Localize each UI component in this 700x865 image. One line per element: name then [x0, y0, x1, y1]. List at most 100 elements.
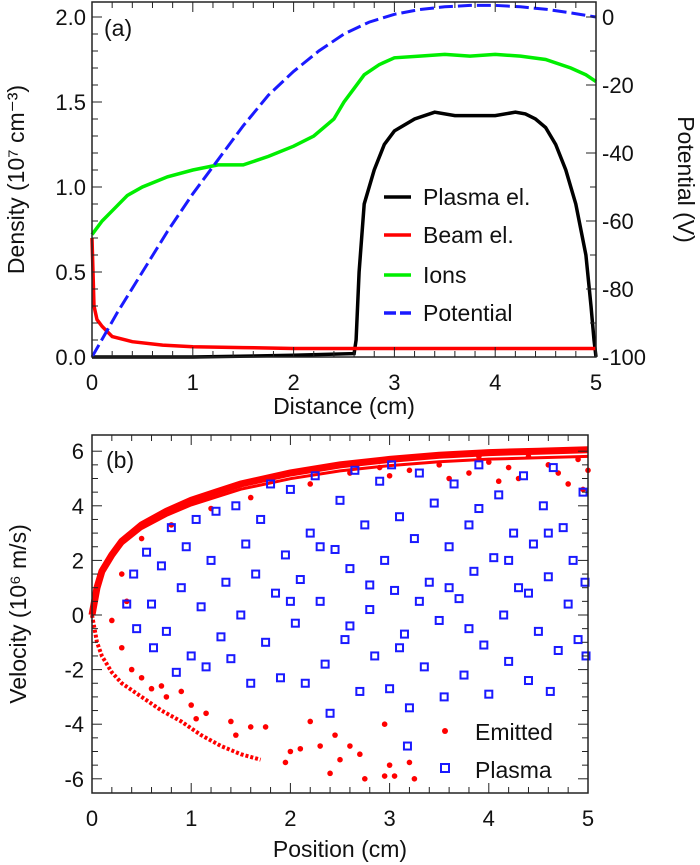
emitted-point — [381, 721, 388, 727]
emitted-point — [307, 718, 314, 725]
plasma-point — [355, 686, 365, 696]
plasma-point — [365, 580, 375, 590]
panel-label: (a) — [104, 15, 132, 41]
plasma-point — [345, 564, 355, 574]
plasma-point — [528, 539, 538, 549]
plasma-point — [305, 528, 315, 538]
plasma-point — [439, 692, 449, 702]
plasma-point — [444, 583, 454, 593]
emitted-point — [362, 776, 368, 782]
emitted-point — [178, 688, 185, 695]
y2-tick-label: -60 — [602, 209, 634, 234]
plasma-point — [246, 678, 256, 688]
plasma-point — [285, 484, 295, 494]
plasma-point — [315, 596, 325, 606]
y-tick-label: 2.0 — [55, 5, 86, 30]
y-axis-label: Velocity (10⁶ m/s) — [5, 524, 31, 703]
plasma-point — [320, 659, 330, 669]
legend-marker-plasma — [440, 763, 450, 773]
plasma-point — [543, 572, 553, 582]
x-tick-label: 1 — [187, 370, 199, 395]
plasma-point — [231, 501, 241, 511]
plasma-point — [171, 667, 181, 677]
emitted-point — [247, 724, 254, 730]
emitted-point — [148, 685, 155, 692]
plasma-point — [514, 583, 524, 593]
plasma-point — [365, 605, 375, 615]
plasma-point — [399, 629, 409, 639]
emitted-point — [476, 453, 482, 460]
plasma-point — [370, 651, 380, 661]
emitted-point — [406, 467, 413, 474]
emitted-point — [138, 674, 145, 681]
plasma-point — [211, 506, 221, 516]
legend-label: Ions — [423, 262, 466, 288]
plasma-point — [142, 547, 152, 557]
emitted-point — [386, 472, 393, 479]
x-tick-label: 4 — [483, 806, 495, 831]
plasma-point — [206, 555, 216, 565]
y2-tick-label: -40 — [602, 141, 634, 166]
y-tick-label: -4 — [64, 712, 84, 737]
plasma-point — [404, 703, 414, 713]
plasma-point — [390, 585, 400, 595]
y-tick-label: 1.0 — [55, 175, 86, 200]
emitted-point — [436, 462, 443, 468]
plasma-point — [201, 662, 211, 672]
emitted-point — [287, 748, 294, 755]
plasma-point — [149, 643, 159, 653]
plasma-point — [459, 670, 469, 680]
plasma-point — [176, 583, 186, 593]
plasma-point — [122, 599, 132, 609]
plasma-point — [414, 468, 424, 478]
plasma-point — [424, 577, 434, 587]
plot-frame — [91, 1, 597, 358]
plasma-point — [479, 640, 489, 650]
plasma-point — [402, 741, 412, 751]
plasma-point — [494, 490, 504, 500]
x-tick-label: 3 — [383, 806, 395, 831]
plasma-point — [523, 588, 533, 598]
plasma-point — [533, 626, 543, 636]
emitted-envelope-inner — [95, 454, 589, 590]
x-tick-label: 2 — [287, 370, 299, 395]
plasma-point — [429, 498, 439, 508]
emitted-point — [158, 683, 165, 689]
series-line-plasma-el- — [92, 110, 598, 359]
plasma-point — [325, 708, 335, 718]
plasma-point — [464, 624, 474, 634]
plasma-point — [484, 689, 494, 699]
series-line-beam-el- — [90, 237, 596, 351]
plot-frame — [91, 434, 589, 794]
emitted-point — [495, 478, 502, 485]
plasma-point — [548, 463, 558, 473]
x-axis-label: Distance (cm) — [273, 393, 415, 419]
legend-label: Plasma el. — [423, 184, 530, 210]
y2-tick-label: -20 — [602, 73, 634, 98]
legend-label: Potential — [423, 300, 513, 326]
emitted-point — [332, 732, 338, 738]
legend-label: Emitted — [475, 719, 553, 745]
plasma-point — [545, 686, 555, 696]
y-tick-label: 0.0 — [55, 345, 86, 370]
emitted-point — [307, 481, 314, 487]
emitted-point — [337, 756, 343, 763]
plasma-point — [395, 643, 405, 653]
y2-tick-label: 0 — [602, 5, 614, 30]
plasma-point — [186, 651, 196, 661]
plasma-point — [409, 534, 419, 544]
series-line-ions — [90, 52, 597, 236]
plasma-point — [385, 684, 395, 694]
y-tick-label: 0 — [72, 603, 84, 628]
y-axis-label: Density (10⁷ cm⁻³) — [3, 85, 29, 274]
plasma-point — [285, 596, 295, 606]
plasma-point — [434, 615, 444, 625]
emitted-point — [247, 494, 254, 501]
emitted-point — [163, 694, 170, 700]
plasma-point — [474, 460, 484, 470]
x-tick-label: 1 — [185, 806, 197, 831]
plasma-point — [387, 460, 397, 470]
plasma-point — [519, 471, 529, 481]
plasma-point — [300, 678, 310, 688]
